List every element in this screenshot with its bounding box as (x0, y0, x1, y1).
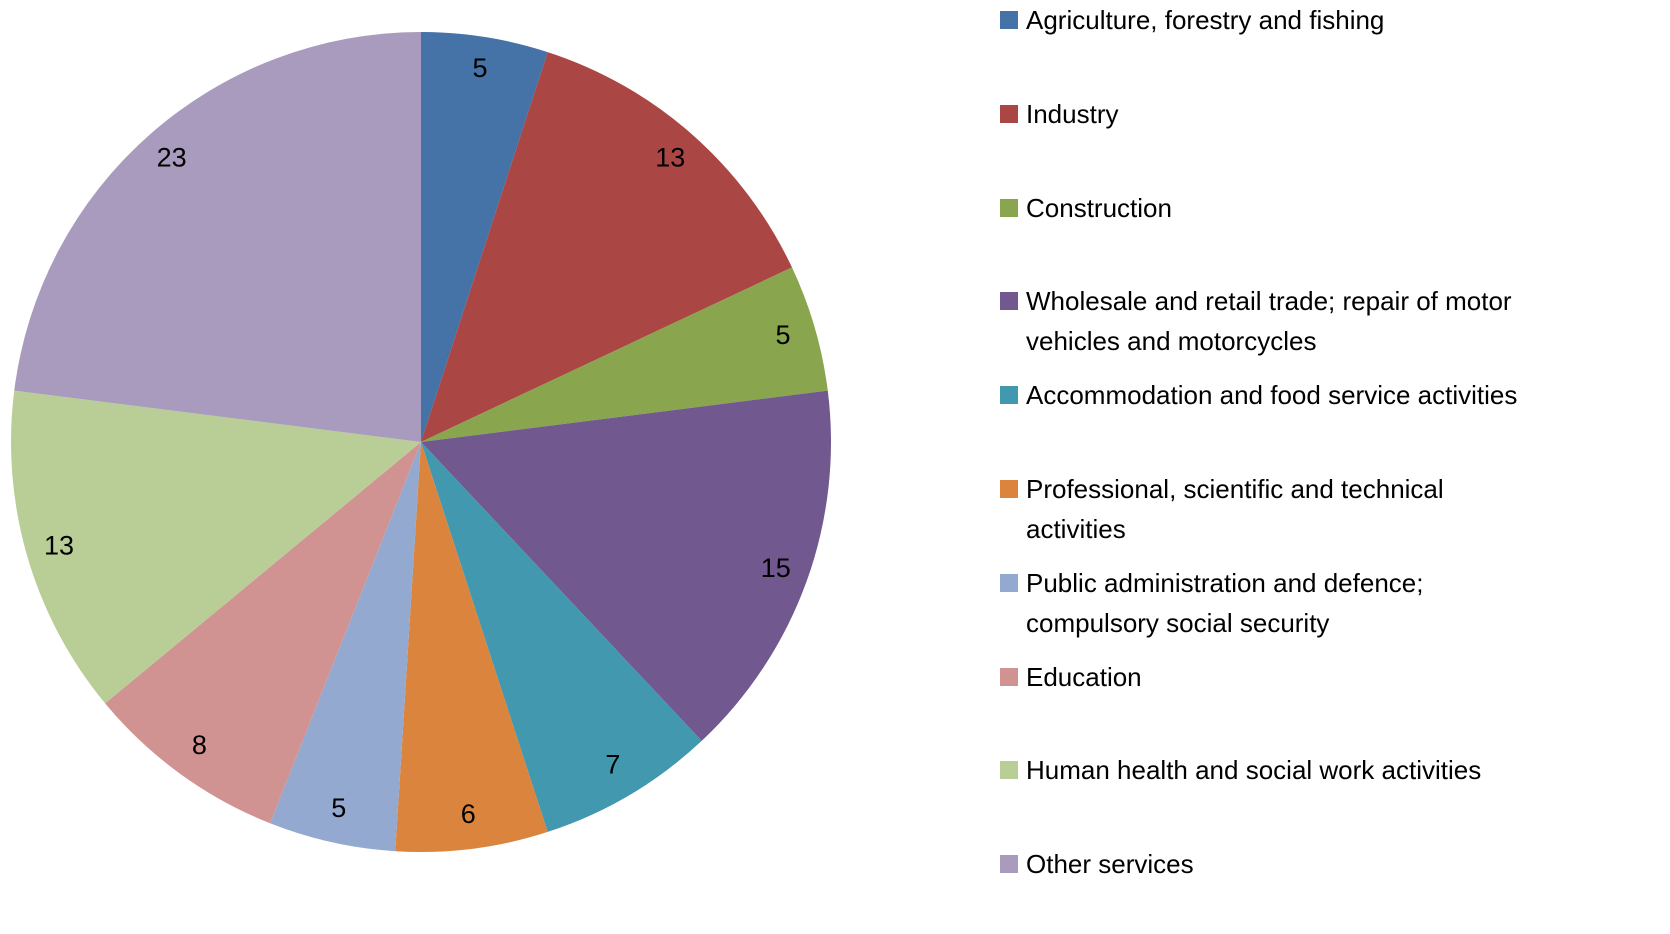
legend-label: Industry (1026, 98, 1119, 129)
pie-slice (14, 32, 422, 442)
legend-item: Industry (1000, 94, 1546, 134)
data-label: 5 (472, 53, 487, 83)
data-label: 23 (157, 142, 187, 172)
legend-label: Human health and social work activities (1026, 755, 1482, 786)
legend-item: Wholesale and retail trade; repair of mo… (1000, 281, 1546, 361)
legend-item: Accommodation and food service activitie… (1000, 375, 1546, 415)
pie-slice (421, 32, 548, 442)
legend-item: Professional, scientific and technical a… (1000, 469, 1546, 549)
legend-label: Accommodation and food service activitie… (1026, 380, 1518, 411)
data-label: 13 (655, 142, 685, 172)
legend-swatch (1000, 573, 1018, 592)
data-label: 6 (461, 799, 476, 829)
pie-slice (11, 390, 422, 704)
legend-swatch (1000, 386, 1018, 405)
legend-item: Human health and social work activities (1000, 750, 1546, 790)
legend-label: Public administration and defence; compu… (1026, 567, 1424, 638)
data-label: 7 (605, 750, 620, 780)
data-label: 15 (761, 553, 791, 583)
legend-swatch (1000, 11, 1018, 29)
pie-slice (105, 442, 421, 824)
legend-label: Education (1026, 661, 1142, 692)
legend-swatch (1000, 292, 1018, 311)
data-label: 8 (192, 730, 207, 760)
legend-label: Professional, scientific and technical a… (1026, 474, 1444, 544)
legend-swatch (1000, 198, 1018, 217)
legend-label: Agriculture, forestry and fishing (1026, 5, 1385, 35)
pie-slice (421, 390, 831, 741)
legend-item: Construction (1000, 188, 1546, 228)
pie-slice (270, 442, 421, 852)
legend-swatch (1000, 667, 1018, 686)
legend-label: Wholesale and retail trade; repair of mo… (1026, 286, 1512, 357)
legend-item: Education (1000, 657, 1546, 697)
legend-swatch (1000, 761, 1018, 780)
legend-label: Other services (1026, 849, 1194, 880)
data-label: 5 (776, 320, 791, 350)
legend-swatch (1000, 480, 1018, 498)
legend-item: Public administration and defence; compu… (1000, 563, 1546, 643)
pie-slice (421, 442, 702, 832)
legend-item: Agriculture, forestry and fishing (1000, 0, 1546, 40)
pie-slice (395, 442, 548, 852)
pie-slice (421, 52, 792, 442)
legend-swatch (1000, 104, 1018, 123)
data-label: 13 (44, 530, 74, 560)
data-label: 5 (331, 793, 346, 823)
legend-item: Other services (1000, 844, 1546, 884)
pie-slice (421, 267, 828, 442)
legend-swatch (1000, 855, 1018, 874)
pie-area: 5 13 5 15 7 6 5 8 13 23 (11, 32, 831, 852)
legend-label: Construction (1026, 192, 1172, 223)
